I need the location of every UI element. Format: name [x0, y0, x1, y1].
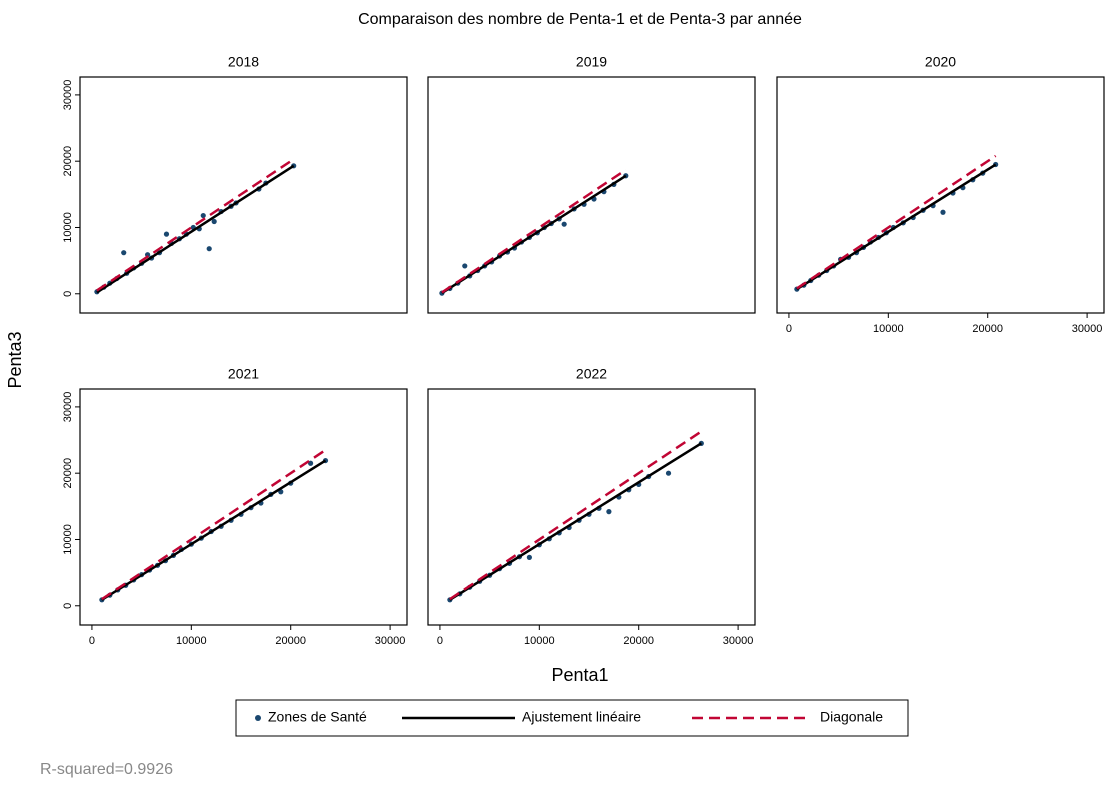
- fit-line: [441, 174, 627, 295]
- point: [206, 246, 212, 252]
- point: [121, 250, 127, 256]
- point: [462, 263, 468, 269]
- legend-label: Zones de Santé: [268, 709, 367, 725]
- diagonal-line: [441, 168, 627, 294]
- fit-line: [101, 459, 327, 601]
- y-tick-label: 10000: [62, 524, 74, 555]
- point: [940, 209, 946, 215]
- legend-label: Diagonale: [820, 709, 883, 725]
- fit-line: [796, 163, 997, 291]
- y-tick-label: 0: [62, 603, 74, 609]
- fit-line: [449, 442, 702, 601]
- point: [561, 221, 567, 227]
- panel-title: 2019: [576, 54, 607, 70]
- x-tick-label: 0: [786, 323, 792, 335]
- fit-line: [96, 164, 295, 294]
- panel-title: 2022: [576, 366, 607, 382]
- y-tick-label: 30000: [62, 392, 74, 423]
- figure-title: Comparaison des nombre de Penta-1 et de …: [358, 11, 802, 28]
- x-tick-label: 10000: [176, 635, 207, 647]
- y-axis-label: Penta3: [5, 331, 25, 388]
- legend-label: Ajustement linéaire: [522, 709, 641, 725]
- plot-frame: [427, 76, 756, 314]
- y-tick-label: 20000: [62, 458, 74, 489]
- point: [211, 218, 217, 225]
- panel-title: 2020: [925, 54, 956, 70]
- point: [665, 470, 672, 476]
- y-tick-label: 10000: [62, 212, 74, 243]
- legend-box: [235, 699, 909, 737]
- y-tick-label: 20000: [62, 146, 74, 177]
- x-tick-label: 30000: [1072, 323, 1103, 335]
- x-tick-label: 0: [437, 635, 443, 647]
- x-tick-label: 20000: [972, 323, 1003, 335]
- plot-frame: [776, 76, 1105, 314]
- x-tick-label: 10000: [524, 635, 555, 647]
- panel-title: 2018: [228, 54, 259, 70]
- y-tick-label: 0: [62, 291, 74, 297]
- diagonal-line: [96, 158, 295, 292]
- point: [526, 554, 532, 560]
- diagonal-line: [796, 154, 997, 290]
- y-tick-label: 30000: [62, 80, 74, 111]
- x-tick-label: 20000: [623, 635, 654, 647]
- x-axis-label: Penta1: [551, 665, 608, 685]
- diagonal-line: [101, 448, 327, 601]
- x-tick-label: 20000: [275, 635, 306, 647]
- point: [606, 509, 612, 515]
- x-tick-label: 10000: [873, 323, 904, 335]
- plot-frame: [427, 388, 756, 626]
- point: [144, 252, 151, 258]
- note: R-squared=0.9926: [40, 761, 173, 778]
- x-tick-label: 30000: [723, 635, 754, 647]
- legend-marker: [255, 715, 261, 721]
- point: [200, 212, 206, 219]
- point: [163, 231, 170, 237]
- x-tick-label: 30000: [375, 635, 406, 647]
- panel-title: 2021: [228, 366, 259, 382]
- plot-frame: [79, 76, 408, 314]
- plot-frame: [79, 388, 408, 626]
- x-tick-label: 0: [89, 635, 95, 647]
